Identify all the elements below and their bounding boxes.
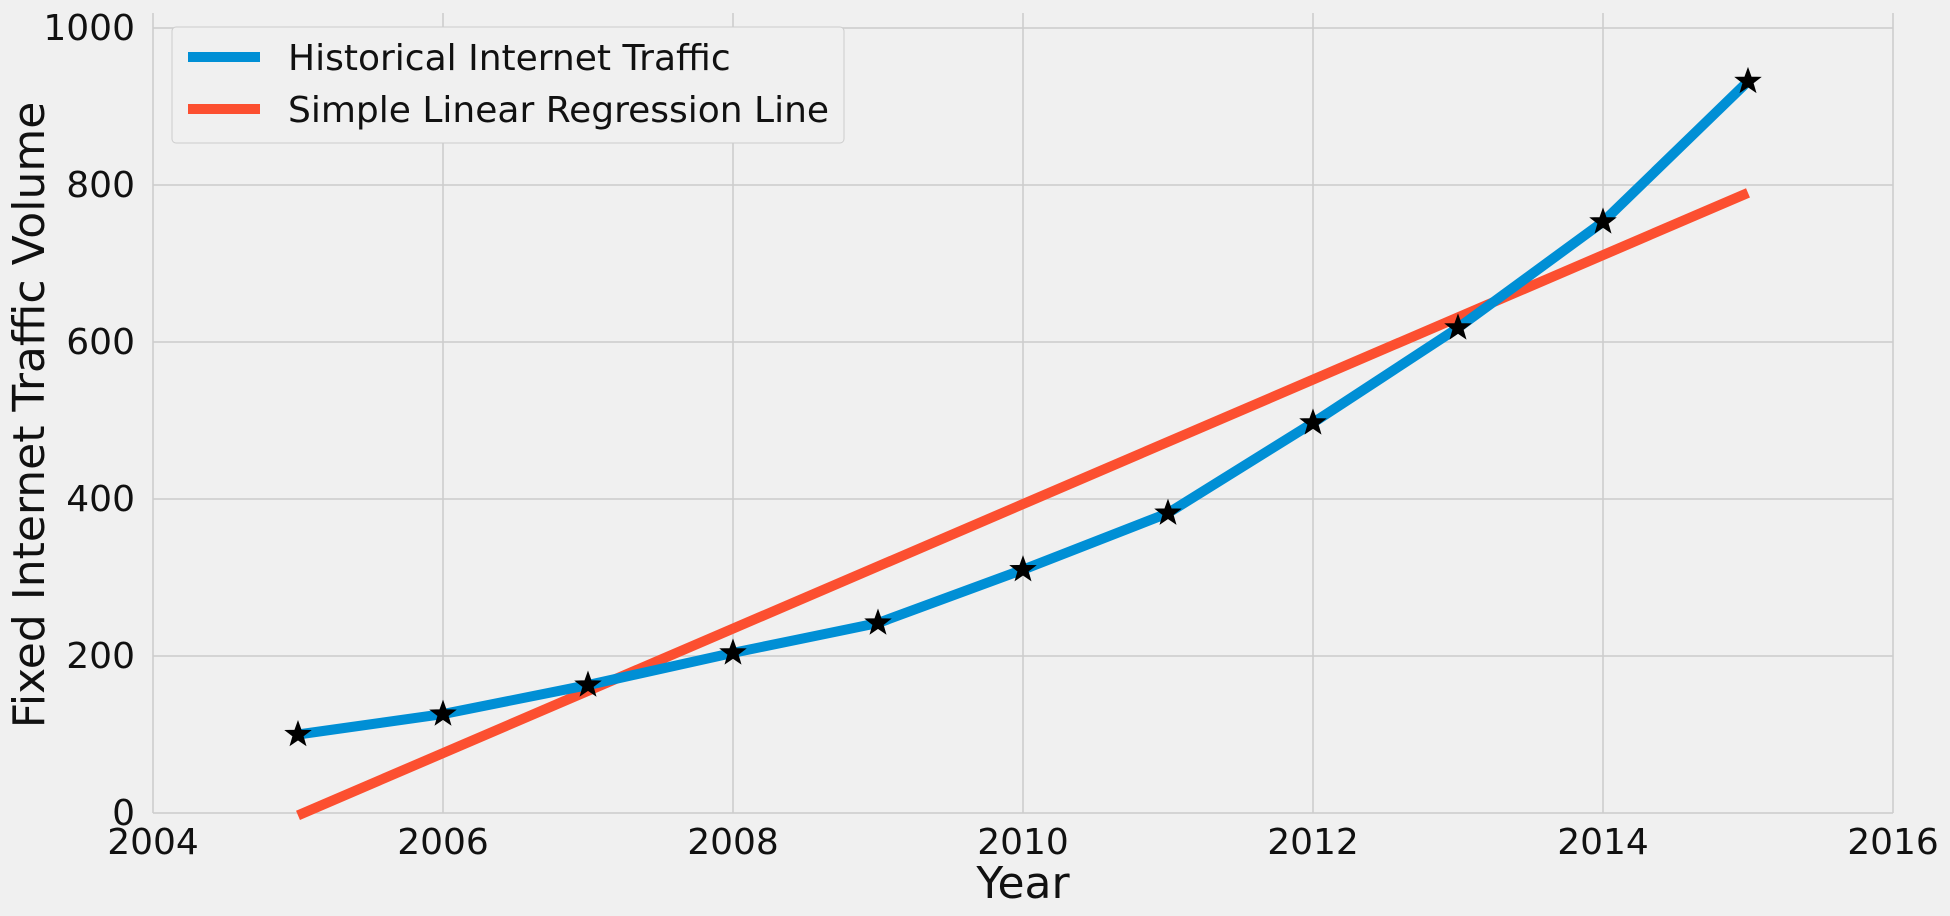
data-point-star xyxy=(1154,498,1182,525)
y-tick-label: 400 xyxy=(66,479,135,520)
data-point-star xyxy=(1299,408,1327,435)
data-point-star xyxy=(864,608,892,635)
x-tick-label: 2012 xyxy=(1267,822,1359,863)
x-tick-label: 2004 xyxy=(107,822,199,863)
x-tick-label: 2008 xyxy=(687,822,779,863)
data-point-star xyxy=(1009,555,1037,582)
x-tick-label: 2006 xyxy=(397,822,489,863)
data-point-star xyxy=(719,638,747,665)
y-axis-title: Fixed Internet Traffic Volume xyxy=(4,102,55,729)
y-tick-labels: 0 200 400 600 800 1000 xyxy=(43,8,135,834)
legend-label-historical: Historical Internet Traffic xyxy=(288,38,731,79)
legend: Historical Internet Traffic Simple Linea… xyxy=(171,26,845,144)
data-point-star xyxy=(429,699,457,726)
legend-box xyxy=(171,26,845,144)
x-tick-label: 2016 xyxy=(1847,822,1939,863)
x-tick-label: 2010 xyxy=(977,822,1069,863)
x-axis-title: Year xyxy=(975,858,1070,909)
data-point-star xyxy=(1444,313,1472,340)
data-point-star xyxy=(284,720,312,747)
y-tick-label: 800 xyxy=(66,165,135,206)
x-tick-label: 2014 xyxy=(1557,822,1649,863)
y-tick-label: 600 xyxy=(66,322,135,363)
x-tick-labels: 2004 2006 2008 2010 2012 2014 2016 xyxy=(107,822,1939,863)
data-point-star xyxy=(1734,66,1762,94)
data-point-star xyxy=(1589,207,1617,234)
data-point-star xyxy=(574,670,602,697)
legend-label-regression: Simple Linear Regression Line xyxy=(288,90,829,131)
y-tick-label: 1000 xyxy=(43,8,135,49)
marker-layer xyxy=(284,66,1762,747)
y-tick-label: 200 xyxy=(66,636,135,677)
y-tick-label: 0 xyxy=(112,793,135,834)
